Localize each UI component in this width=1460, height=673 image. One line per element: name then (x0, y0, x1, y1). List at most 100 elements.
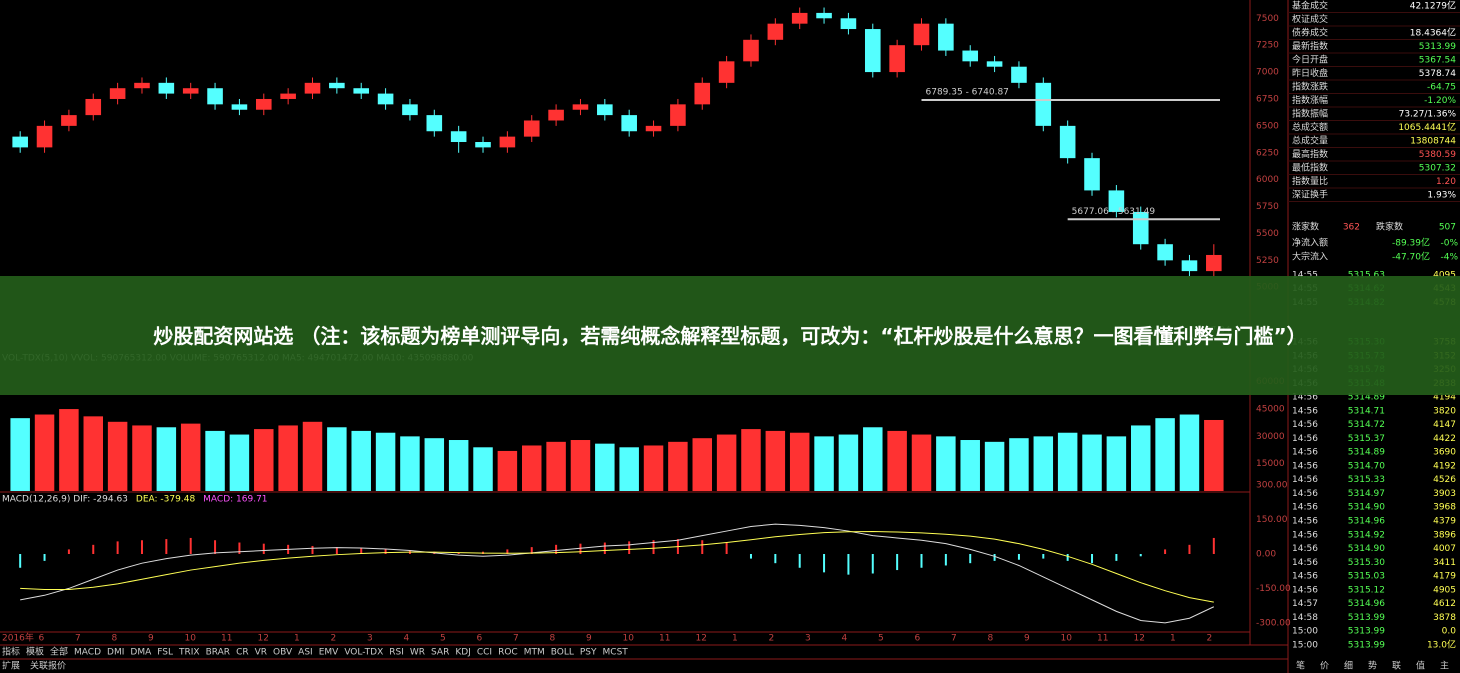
candle-body (12, 136, 28, 148)
volume-bar (156, 427, 177, 491)
volume-bar (765, 430, 786, 491)
x-tick-label: 1 (732, 634, 738, 644)
volume-bar (692, 438, 713, 491)
x-tick-label: 12 (696, 634, 707, 644)
y-tick-label: 15000 (1256, 459, 1285, 469)
x-tick-label: 4 (842, 634, 848, 644)
volume-bar (716, 434, 737, 491)
indicator-tab[interactable]: BOLL (551, 648, 574, 658)
trade-price: 5314.70 (1348, 461, 1385, 471)
volume-bar (107, 421, 128, 491)
indicator-tab[interactable]: VR (255, 648, 267, 658)
trade-price: 5313.99 (1348, 640, 1385, 650)
stat-value: 42.1279亿 (1410, 0, 1456, 12)
candle-body (1157, 244, 1173, 261)
x-tick-label: 7 (513, 634, 519, 644)
trade-price: 5314.90 (1348, 544, 1385, 554)
trade-time: 14:57 (1292, 599, 1318, 609)
indicator-tab[interactable]: ASI (298, 648, 313, 658)
bottom-tab[interactable]: 关联报价 (30, 660, 66, 672)
x-tick-label: 9 (148, 634, 154, 644)
candle-body (450, 131, 467, 143)
stat-label: 权证成交 (1292, 13, 1328, 25)
y-tick-label: 30000 (1256, 432, 1285, 442)
indicator-tab[interactable]: 指标 (2, 646, 20, 658)
x-tick-label: 7 (951, 634, 957, 644)
indicator-tab[interactable]: PSY (580, 648, 597, 658)
indicator-tab[interactable]: MCST (603, 648, 629, 658)
panel-tab[interactable]: 价 (1320, 661, 1329, 672)
candle-body (109, 88, 126, 99)
volume-bar (936, 436, 956, 491)
trade-time: 14:56 (1292, 558, 1318, 568)
bottom-tab[interactable]: 扩展 (2, 660, 20, 672)
x-tick-label: 2 (1207, 634, 1213, 644)
breadth-up: 362 (1343, 223, 1360, 233)
indicator-tab[interactable]: VOL-TDX (344, 648, 383, 658)
flow-label: 净流入额 (1292, 237, 1328, 249)
panel-tab[interactable]: 势 (1368, 660, 1377, 672)
volume-bar (473, 447, 493, 491)
stat-value: 1065.4441亿 (1398, 121, 1456, 133)
volume-bar (984, 441, 1005, 491)
volume-bar (668, 441, 688, 491)
indicator-tab[interactable]: RSI (389, 648, 404, 658)
indicator-tab[interactable]: DMA (130, 648, 152, 658)
volume-bar (863, 427, 883, 491)
breadth-label: 涨家数 (1292, 221, 1319, 233)
stat-label: 总成交额 (1292, 121, 1328, 133)
volume-bar (595, 443, 615, 491)
indicator-tab[interactable]: KDJ (455, 648, 471, 658)
indicator-tab[interactable]: MACD (74, 648, 101, 658)
indicator-tab[interactable]: ROC (498, 648, 518, 658)
volume-bar (351, 430, 371, 491)
candle-body (182, 88, 199, 94)
candle-body (280, 93, 296, 99)
stat-value: 13808744 (1410, 137, 1456, 147)
volume-bar (1082, 434, 1102, 491)
volume-bar (1155, 418, 1175, 491)
indicator-tab[interactable]: FSL (157, 648, 173, 658)
candle-body (645, 125, 662, 132)
panel-tab[interactable]: 笔 (1296, 660, 1305, 672)
indicator-tab[interactable]: 模板 (26, 646, 44, 658)
volume-bar (278, 425, 298, 491)
trade-volume: 4422 (1433, 434, 1456, 444)
volume-bar (229, 434, 250, 491)
panel-tab[interactable]: 联 (1392, 661, 1401, 672)
indicator-tab[interactable]: CCI (477, 648, 492, 658)
indicator-tab[interactable]: SAR (431, 648, 449, 658)
candle-body (377, 93, 394, 105)
panel-tab[interactable]: 主 (1440, 660, 1449, 672)
indicator-tab[interactable]: BRAR (206, 648, 230, 658)
indicator-tab[interactable]: OBV (273, 648, 293, 658)
volume-bar (302, 421, 323, 491)
x-tick-label: 9 (586, 634, 592, 644)
trade-price: 5314.96 (1348, 517, 1385, 527)
candle-body (475, 142, 491, 148)
stat-value: 5378.74 (1419, 69, 1456, 79)
stat-value: 5380.59 (1419, 150, 1456, 160)
trade-price: 5313.99 (1348, 627, 1385, 637)
indicator-tab[interactable]: EMV (319, 648, 339, 658)
indicator-tab[interactable]: MTM (524, 648, 545, 658)
panel-tab[interactable]: 细 (1344, 660, 1353, 672)
candle-body (621, 115, 637, 132)
trade-price: 5314.89 (1348, 393, 1385, 403)
stat-label: 指数量比 (1292, 175, 1328, 187)
trade-volume: 4007 (1433, 544, 1456, 554)
trade-volume: 4612 (1433, 599, 1456, 609)
indicator-tab[interactable]: CR (236, 648, 249, 658)
candle-body (670, 104, 686, 126)
candle-body (134, 82, 150, 89)
indicator-tab[interactable]: 全部 (50, 646, 68, 658)
x-tick-label: 10 (1061, 634, 1073, 644)
volume-bar (375, 432, 396, 491)
indicator-tab[interactable]: WR (410, 648, 425, 658)
indicator-tab[interactable]: TRIX (178, 648, 200, 658)
dea-line (20, 531, 1214, 603)
panel-tab[interactable]: 值 (1416, 660, 1425, 672)
volume-bar (1130, 425, 1151, 491)
indicator-tab[interactable]: DMI (107, 648, 124, 658)
trade-price: 5315.33 (1348, 475, 1385, 485)
